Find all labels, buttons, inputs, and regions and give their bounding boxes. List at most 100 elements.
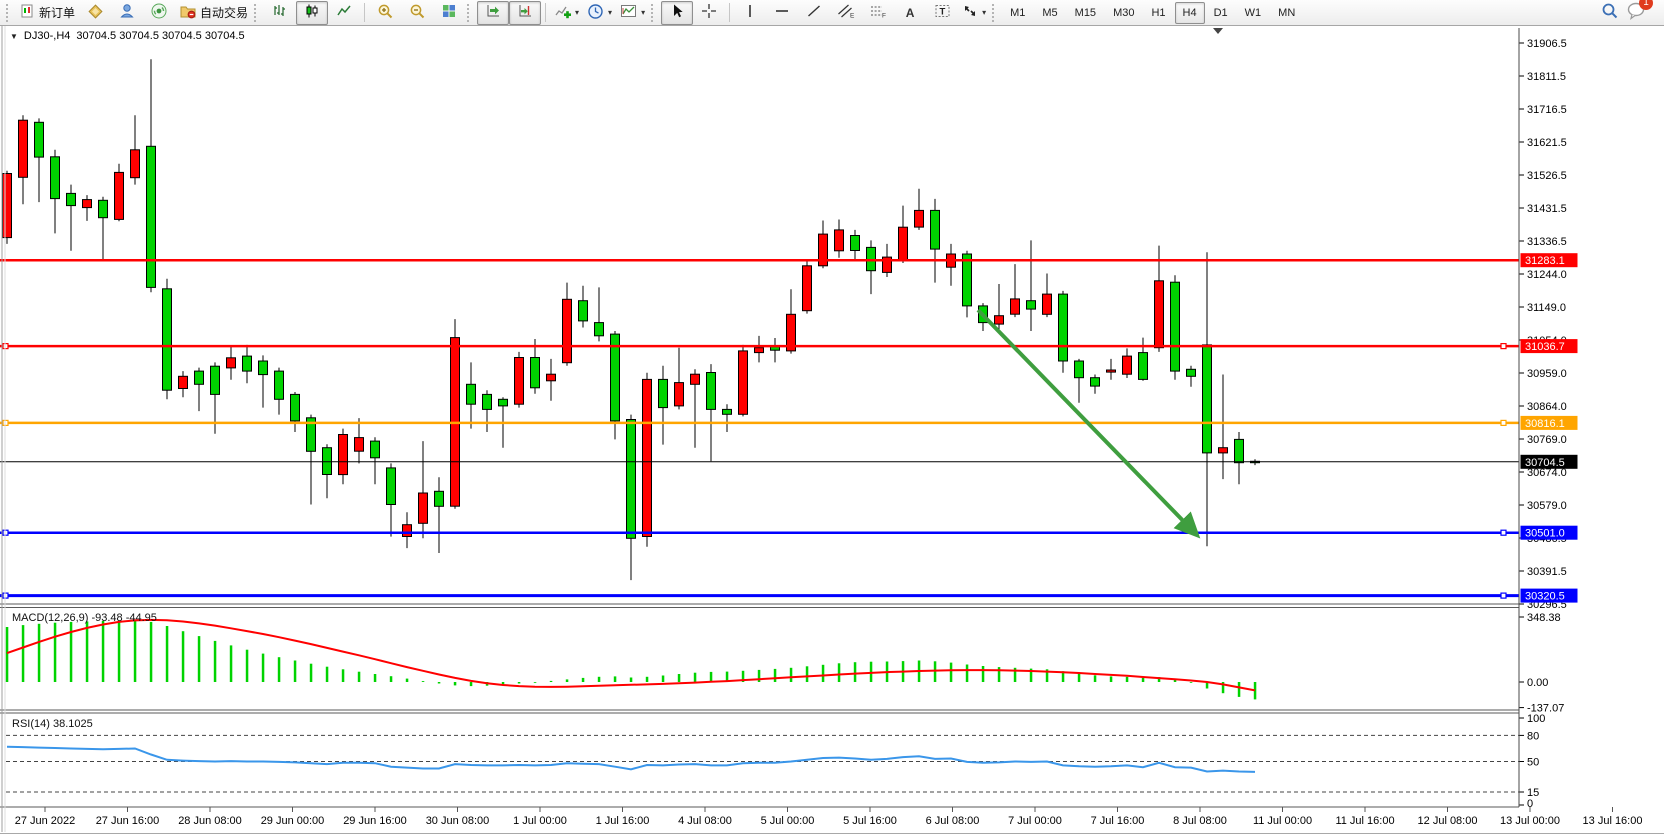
fibonacci-icon: F <box>869 3 887 22</box>
toolbar-grip[interactable] <box>254 3 260 22</box>
chart-shift-button[interactable] <box>509 0 542 25</box>
crosshair-icon <box>701 3 717 22</box>
text-tool-button[interactable]: A <box>894 1 926 25</box>
bar-chart-icon <box>272 3 288 22</box>
zoom-in-button[interactable] <box>369 1 401 25</box>
notifications-button[interactable]: 1 <box>1626 0 1653 25</box>
indicators-button[interactable]: ▾ <box>550 1 583 25</box>
text-label-tool-button[interactable]: T <box>926 1 958 25</box>
svg-text:0: 0 <box>1527 798 1533 810</box>
svg-text:E: E <box>850 13 855 20</box>
auto-scroll-button[interactable] <box>477 0 510 25</box>
navigator-person-icon <box>118 2 136 23</box>
broadcast-icon <box>150 2 168 23</box>
periods-button[interactable]: ▾ <box>583 1 616 25</box>
toolbar-grip[interactable] <box>651 3 657 22</box>
timeframe-button-M5[interactable]: M5 <box>1042 6 1058 19</box>
new-order-button[interactable]: 新订单 <box>16 1 79 25</box>
time-axis[interactable]: 27 Jun 2022 27 Jun 16:00 28 Jun 08:00 29 Ju… <box>15 807 1643 827</box>
svg-text:30769.0: 30769.0 <box>1527 434 1567 446</box>
panel-dividers[interactable] <box>0 603 1519 808</box>
autotrading-button[interactable]: 自动交易 <box>175 1 252 25</box>
text-icon: A <box>905 5 915 20</box>
timeframe-button-H1[interactable]: H1 <box>1151 6 1166 19</box>
cursor-button[interactable] <box>661 0 694 25</box>
horizontal-line-tool-button[interactable] <box>766 1 798 25</box>
svg-text:30704.5: 30704.5 <box>1525 457 1565 469</box>
vertical-line-tool-button[interactable] <box>734 1 766 25</box>
svg-text:29 Jun 16:00: 29 Jun 16:00 <box>343 815 407 827</box>
svg-text:12 Jul 08:00: 12 Jul 08:00 <box>1418 815 1478 827</box>
price-badge: 31283.1 <box>1520 253 1578 268</box>
bar-chart-button[interactable] <box>264 1 296 25</box>
svg-text:348.38: 348.38 <box>1527 612 1561 624</box>
timeframe-button-M30[interactable]: M30 <box>1113 6 1135 19</box>
timeframe-button-MN[interactable]: MN <box>1278 6 1296 19</box>
equidistant-channel-icon: E <box>837 3 855 22</box>
chart-window[interactable]: ▼ DJ30-,H4 30704.5 30704.5 30704.5 30704… <box>0 26 1664 836</box>
cursor-icon <box>669 3 685 22</box>
svg-text:31036.7: 31036.7 <box>1525 341 1565 353</box>
macd-signal-line <box>6 618 1256 692</box>
collapse-triangle-icon[interactable]: ▼ <box>10 31 18 41</box>
timeframe-button-M1[interactable]: M1 <box>1010 6 1026 19</box>
clock-icon <box>587 3 604 23</box>
timeframe-button-W1[interactable]: W1 <box>1244 6 1262 19</box>
timeframe-button-H4[interactable]: H4 <box>1174 1 1205 24</box>
broadcast-button[interactable] <box>143 1 175 25</box>
svg-text:31283.1: 31283.1 <box>1525 255 1565 267</box>
chevron-down-icon: ▾ <box>641 8 646 17</box>
tile-windows-icon <box>441 3 457 22</box>
zoom-out-button[interactable] <box>401 1 433 25</box>
price-badge: 30816.1 <box>1520 415 1578 430</box>
svg-text:5 Jul 16:00: 5 Jul 16:00 <box>843 815 897 827</box>
candlestick-chart-button[interactable] <box>296 0 329 25</box>
price-axis[interactable]: 31906.5 31811.5 31716.5 31621.5 31526.5 31431… <box>1519 38 1578 611</box>
svg-text:-137.07: -137.07 <box>1527 703 1564 715</box>
svg-text:30501.0: 30501.0 <box>1525 528 1565 540</box>
channel-tool-button[interactable]: E <box>830 1 862 25</box>
svg-text:11 Jul 00:00: 11 Jul 00:00 <box>1253 815 1312 827</box>
price-badge: 30704.5 <box>1520 454 1578 469</box>
market-watch-button[interactable] <box>79 1 111 25</box>
horizontal-line-icon <box>774 3 790 22</box>
auto-scroll-icon <box>485 3 501 22</box>
trendline-icon <box>806 3 822 22</box>
horizontal-level-lines[interactable] <box>0 258 1519 599</box>
svg-text:29 Jun 00:00: 29 Jun 00:00 <box>261 815 325 827</box>
arrows-tool-button[interactable]: ▾ <box>958 1 990 25</box>
candlesticks <box>2 59 1260 581</box>
svg-text:31621.5: 31621.5 <box>1527 137 1567 149</box>
toolbar-grip[interactable] <box>6 3 12 22</box>
fibonacci-tool-button[interactable]: F <box>862 1 894 25</box>
line-chart-button[interactable] <box>328 1 360 25</box>
text-label-icon: T <box>934 3 951 22</box>
search-button[interactable] <box>1594 1 1626 25</box>
trendline-tool-button[interactable] <box>798 1 830 25</box>
timeframe-button-M15[interactable]: M15 <box>1074 6 1097 19</box>
market-watch-icon <box>86 2 104 23</box>
down-trend-arrow[interactable] <box>976 308 1201 539</box>
indicators-icon <box>554 3 572 23</box>
price-badge: 31036.7 <box>1520 339 1578 354</box>
timeframe-bar: M1 M5 M15 M30 H1 H4 D1 W1 MN <box>1002 1 1303 24</box>
svg-text:31906.5: 31906.5 <box>1527 38 1567 50</box>
svg-text:0.00: 0.00 <box>1527 677 1548 689</box>
navigator-button[interactable] <box>111 1 143 25</box>
svg-text:31431.5: 31431.5 <box>1527 203 1567 215</box>
templates-button[interactable]: ▾ <box>616 1 649 25</box>
tile-windows-button[interactable] <box>433 1 465 25</box>
new-order-icon <box>20 3 36 22</box>
notification-badge: 1 <box>1639 0 1653 10</box>
toolbar-grip[interactable] <box>467 3 473 22</box>
toolbar: 新订单 自动交易 <box>0 0 1664 26</box>
crosshair-button[interactable] <box>693 1 725 25</box>
macd-label: MACD(12,26,9) -93.48 -44.95 <box>12 612 157 624</box>
svg-text:30959.0: 30959.0 <box>1527 368 1567 380</box>
timeframe-button-D1[interactable]: D1 <box>1213 6 1228 19</box>
svg-text:30674.0: 30674.0 <box>1527 467 1567 479</box>
chart-shift-marker[interactable] <box>1213 28 1223 34</box>
chart-canvas[interactable]: MACD(12,26,9) -93.48 -44.95 348.38 0.00 -13… <box>0 26 1664 836</box>
toolbar-grip[interactable] <box>992 3 998 22</box>
svg-text:11 Jul 16:00: 11 Jul 16:00 <box>1335 815 1394 827</box>
